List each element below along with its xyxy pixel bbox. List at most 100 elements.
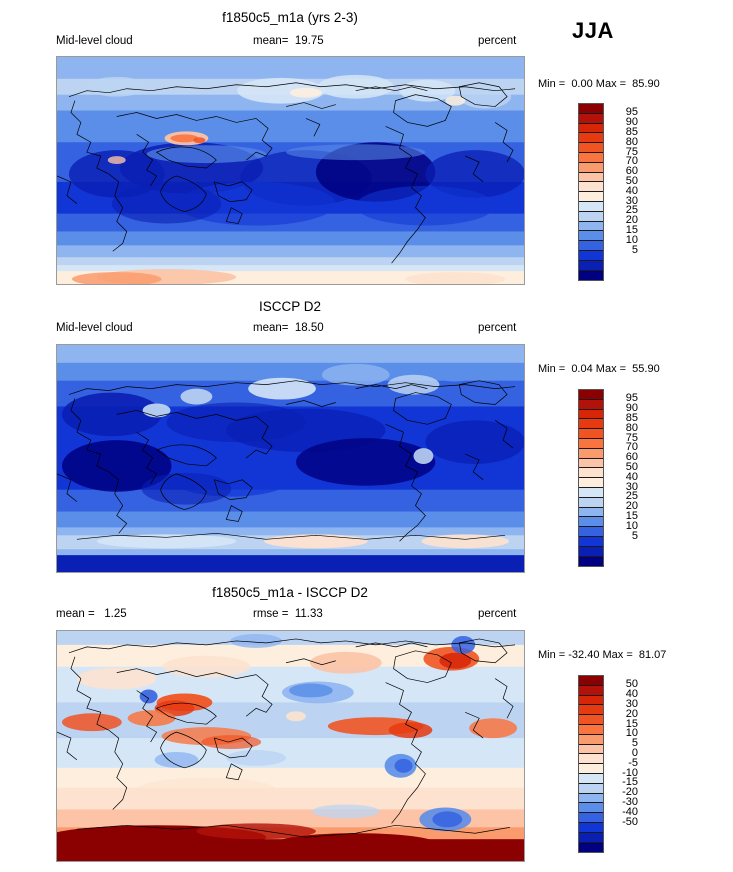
colorbar-tick-label: 25: [625, 490, 638, 503]
panel-3-minmax: Min = -32.40 Max = 81.07: [538, 649, 667, 661]
colorbar-panel-1[interactable]: [578, 103, 604, 282]
colorbar-tick-label: 50: [625, 678, 638, 691]
colorbar-tick-label: 5: [631, 737, 638, 750]
colorbar-tick-label: 0: [631, 746, 638, 759]
colorbar-swatch: [579, 241, 603, 251]
colorbar-tick-label: 50: [625, 174, 638, 187]
colorbar-tick-label: 15: [625, 509, 638, 522]
colorbar-swatch: [579, 734, 603, 745]
colorbar-swatch: [579, 429, 603, 439]
colorbar-tick-label: 60: [625, 165, 638, 178]
colorbar-swatch: [579, 182, 603, 193]
colorbar-tick-label: 75: [625, 431, 638, 444]
colorbar-swatch: [579, 221, 603, 232]
colorbar-swatch: [579, 192, 603, 202]
colorbar-tick-label: -15: [622, 776, 638, 789]
colorbar-tick-label: 60: [625, 451, 638, 464]
season-label: JJA: [572, 18, 614, 43]
colorbar-swatch: [579, 458, 603, 469]
panel-1-mean: mean= 19.75: [253, 35, 324, 47]
colorbar-swatch: [579, 546, 603, 557]
colorbar-tick-label: -30: [622, 795, 638, 808]
colorbar-swatch: [579, 113, 603, 124]
colorbar-tick-label: 95: [625, 106, 638, 119]
map-panel-model[interactable]: [56, 56, 525, 285]
colorbar-swatch: [579, 783, 603, 794]
colorbar-tick-label: -10: [622, 766, 638, 779]
colorbar-swatch: [579, 773, 603, 784]
colorbar-swatch: [579, 270, 603, 281]
colorbar-swatch: [579, 478, 603, 488]
colorbar-tick-label: 80: [625, 135, 638, 148]
colorbar-swatch: [579, 399, 603, 410]
colorbar-swatch: [579, 211, 603, 222]
colorbar-swatch: [579, 507, 603, 518]
colorbar-tick-label: 25: [625, 204, 638, 217]
panel-3-title: f1850c5_m1a - ISCCP D2: [212, 585, 368, 600]
colorbar-swatch: [579, 231, 603, 242]
colorbar-tick-label: 15: [625, 223, 638, 236]
colorbar-tick-label: 30: [625, 480, 638, 493]
colorbar-tick-label: 10: [625, 233, 638, 246]
colorbar-swatch: [579, 764, 603, 774]
colorbar-swatch: [579, 705, 603, 716]
colorbar-swatch: [579, 250, 603, 261]
colorbar-tick-label: 40: [625, 184, 638, 197]
map-panel-obs[interactable]: [56, 344, 525, 573]
colorbar-swatch: [579, 813, 603, 823]
colorbar-swatch: [579, 536, 603, 547]
colorbar-tick-label: -20: [622, 786, 638, 799]
colorbar-tick-label: 15: [625, 717, 638, 730]
colorbar-panel-3[interactable]: [578, 675, 604, 854]
colorbar-swatch: [579, 390, 603, 400]
colorbar-swatch: [579, 123, 603, 134]
colorbar-tick-label: -5: [628, 756, 638, 769]
panel-3-mean: mean = 1.25: [56, 608, 127, 620]
panel-2-minmax: Min = 0.04 Max = 55.90: [538, 363, 660, 375]
colorbar-swatch: [579, 676, 603, 686]
colorbar-swatch: [579, 143, 603, 153]
colorbar-tick-label: 20: [625, 500, 638, 513]
colorbar-tick-label: 50: [625, 460, 638, 473]
colorbar-swatch: [579, 438, 603, 449]
colorbar-tick-label: 10: [625, 519, 638, 532]
colorbar-swatch: [579, 744, 603, 755]
colorbar-tick-label: 85: [625, 125, 638, 138]
panel-1-left-label: Mid-level cloud: [56, 35, 133, 47]
colorbar-tick-label: 95: [625, 392, 638, 405]
colorbar-tick-label: 10: [625, 727, 638, 740]
panel-2-title: ISCCP D2: [258, 299, 322, 314]
colorbar-tick-label: -40: [622, 805, 638, 818]
map-panel-difference[interactable]: [56, 630, 525, 862]
colorbar-panel-2[interactable]: [578, 389, 604, 568]
colorbar-swatch: [579, 556, 603, 567]
colorbar-swatch: [579, 104, 603, 114]
colorbar-swatch: [579, 468, 603, 479]
colorbar-tick-label: 40: [625, 470, 638, 483]
colorbar-swatch: [579, 448, 603, 459]
panel-1-units: percent: [478, 35, 517, 47]
colorbar-swatch: [579, 754, 603, 765]
colorbar-swatch: [579, 724, 603, 735]
colorbar-swatch: [579, 685, 603, 696]
colorbar-tick-label: 30: [625, 194, 638, 207]
panel-1-minmax: Min = 0.00 Max = 85.90: [538, 78, 660, 90]
panel-2-left-label: Mid-level cloud: [56, 322, 133, 334]
colorbar-panel-1-labels: 95 90 85 80 75 70 60 50 40 30 25 20 15 10 5: [606, 103, 652, 279]
colorbar-swatch: [579, 803, 603, 814]
colorbar-swatch: [579, 172, 603, 183]
colorbar-tick-label: -50: [622, 815, 638, 828]
colorbar-swatch: [579, 152, 603, 163]
colorbar-swatch: [579, 527, 603, 537]
colorbar-tick-label: 75: [625, 145, 638, 158]
colorbar-swatch: [579, 201, 603, 212]
colorbar-tick-label: 20: [625, 707, 638, 720]
colorbar-tick-label: 40: [625, 688, 638, 701]
colorbar-swatch: [579, 842, 603, 853]
colorbar-swatch: [579, 487, 603, 498]
colorbar-swatch: [579, 162, 603, 173]
panel-3-rmse: rmse = 11.33: [253, 608, 323, 620]
colorbar-swatch: [579, 822, 603, 833]
colorbar-panel-2-labels: 95 90 85 80 75 70 60 50 40 30 25 20 15 10 5: [606, 389, 652, 565]
